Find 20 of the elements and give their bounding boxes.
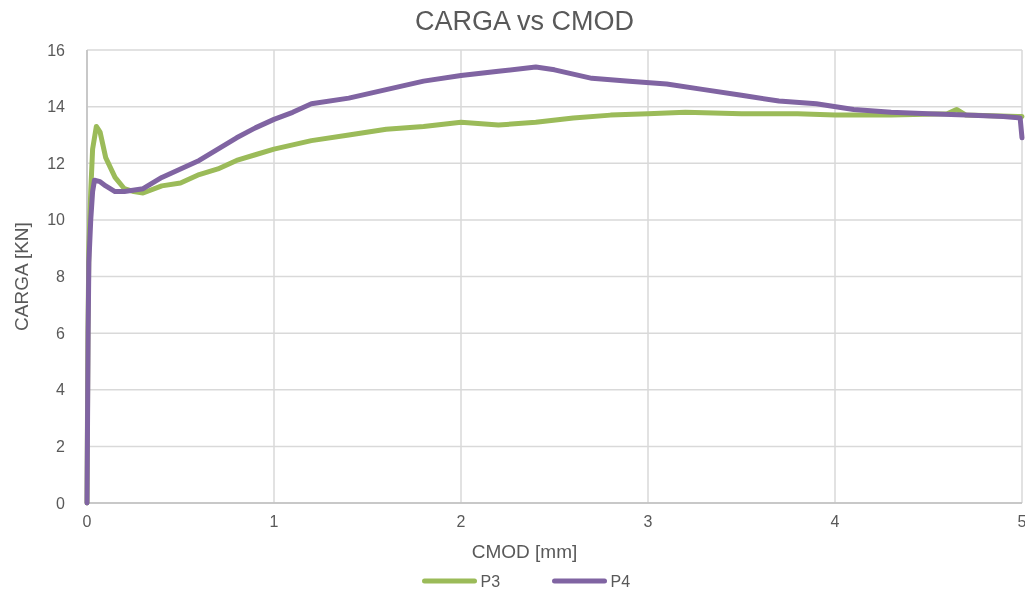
x-tick-label: 0 (82, 513, 92, 530)
y-tick-label: 14 (47, 98, 66, 116)
y-tick-label: 8 (56, 268, 66, 286)
y-tick-label: 2 (56, 437, 66, 455)
y-tick-label: 0 (56, 494, 66, 512)
y-tick-label: 10 (47, 211, 66, 229)
y-tick-label: 12 (47, 154, 66, 172)
x-tick-label: 1 (269, 513, 279, 530)
y-tick-label: 16 (47, 41, 66, 59)
x-tick-label: 5 (1017, 513, 1025, 530)
x-tick-label: 4 (830, 513, 840, 530)
x-tick-label: 2 (456, 513, 466, 530)
x-tick-label: 3 (643, 513, 653, 530)
legend-label: P3 (480, 572, 501, 589)
y-tick-label: 6 (56, 324, 66, 342)
chart-title: CARGA vs CMOD (414, 6, 635, 36)
legend-label: P4 (610, 572, 631, 589)
y-axis-title: CARGA [KN] (11, 222, 32, 331)
x-axis-title: CMOD [mm] (471, 541, 578, 562)
y-tick-label: 4 (56, 381, 66, 399)
